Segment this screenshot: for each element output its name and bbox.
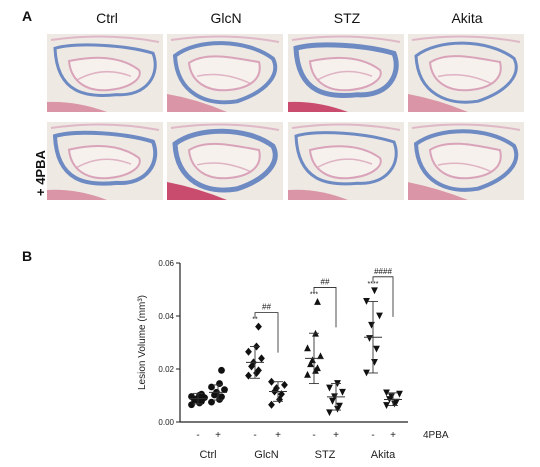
column-label-akita: Akita <box>451 10 483 26</box>
micrograph-glcn <box>167 34 283 112</box>
comparison-bracket <box>313 287 337 328</box>
data-point <box>281 380 288 389</box>
data-point <box>326 384 333 392</box>
comparison-bracket <box>254 312 279 353</box>
data-point <box>218 393 225 401</box>
data-point <box>304 344 311 352</box>
data-point <box>218 366 225 374</box>
data-point <box>339 388 346 396</box>
micrograph-stz-4pba <box>288 122 404 200</box>
data-point <box>336 402 343 410</box>
data-point <box>258 354 265 363</box>
significance-stars: ** <box>252 317 258 324</box>
treatment-axis-label: 4PBA <box>423 430 449 441</box>
data-point <box>221 386 228 394</box>
data-point <box>278 390 285 399</box>
comparison-bracket-label: ## <box>262 303 271 312</box>
group-label: STZ <box>315 449 336 461</box>
data-point <box>255 366 262 375</box>
data-point <box>198 390 205 398</box>
group-label: Akita <box>371 449 396 461</box>
micrograph-akita-4pba <box>408 122 524 200</box>
data-point <box>245 371 252 380</box>
treatment-tick-label: - <box>371 430 374 441</box>
panel-a-letter: A <box>22 8 33 24</box>
row-label-4pba: + 4PBA <box>33 150 48 196</box>
column-label-ctrl: Ctrl <box>96 10 118 26</box>
panel-b-letter: B <box>22 248 33 264</box>
micrograph-glcn-4pba <box>167 122 283 200</box>
micrograph-ctrl-4pba <box>47 122 163 200</box>
data-point <box>273 384 280 393</box>
data-point <box>268 377 275 386</box>
treatment-tick-label: - <box>196 430 199 441</box>
comparison-bracket <box>372 276 394 317</box>
significance-stars: **** <box>368 281 379 288</box>
comparison-bracket-label: #### <box>374 267 392 276</box>
micrograph-akita <box>408 34 524 112</box>
treatment-tick-label: - <box>253 430 256 441</box>
data-point <box>314 364 321 372</box>
treatment-tick-label: + <box>390 430 396 441</box>
data-point <box>376 312 383 320</box>
data-point <box>368 321 375 329</box>
data-point <box>363 369 370 377</box>
data-point <box>276 395 283 404</box>
y-tick-label: 0.02 <box>158 365 174 374</box>
data-point <box>314 298 321 305</box>
data-point <box>363 298 370 305</box>
data-point <box>371 358 378 366</box>
data-point <box>309 356 316 364</box>
treatment-tick-label: + <box>215 430 221 441</box>
column-label-glcn: GlcN <box>210 10 242 26</box>
y-tick-label: 0.00 <box>158 418 174 427</box>
data-point <box>268 400 275 409</box>
data-point <box>326 409 333 417</box>
group-label: GlcN <box>254 449 279 461</box>
treatment-tick-label: + <box>275 430 281 441</box>
y-axis-label: Lesion Volume (mm³) <box>137 295 148 390</box>
group-label: Ctrl <box>199 449 216 461</box>
y-tick-label: 0.04 <box>158 312 174 321</box>
data-point <box>366 335 373 342</box>
micrograph-ctrl <box>47 34 163 112</box>
lesion-volume-chart: 0.00 0.02 0.04 0.06 Lesion Volume (mm³) - + - + -… <box>137 259 449 461</box>
data-point <box>304 370 311 378</box>
data-point <box>245 347 252 356</box>
y-tick-label: 0.06 <box>158 259 174 268</box>
data-point <box>216 380 223 387</box>
data-point <box>329 397 336 405</box>
data-point <box>317 352 324 360</box>
data-point <box>371 287 378 295</box>
data-point <box>307 360 314 368</box>
data-point <box>383 402 390 409</box>
treatment-tick-label: - <box>312 430 315 441</box>
comparison-bracket-label: ## <box>321 277 330 286</box>
data-point <box>396 390 403 398</box>
significance-stars: *** <box>310 291 318 298</box>
data-point <box>373 345 380 353</box>
data-point <box>255 322 262 331</box>
data-point <box>383 389 390 397</box>
column-label-stz: STZ <box>333 10 361 26</box>
treatment-tick-label: + <box>333 430 339 441</box>
data-point <box>393 398 400 406</box>
micrograph-stz <box>288 34 404 112</box>
